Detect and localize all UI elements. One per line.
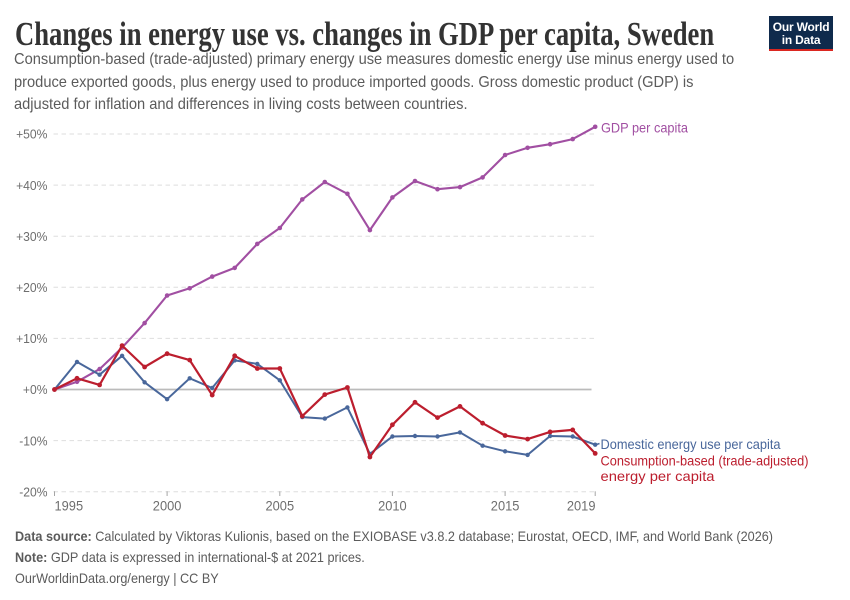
svg-text:+0%: +0%: [23, 382, 48, 397]
svg-text:2019: 2019: [567, 497, 596, 513]
svg-text:2000: 2000: [153, 497, 182, 513]
svg-text:+50%: +50%: [16, 127, 48, 142]
svg-text:-10%: -10%: [19, 433, 48, 448]
svg-text:+20%: +20%: [16, 280, 48, 295]
svg-text:1995: 1995: [55, 497, 84, 513]
svg-text:2005: 2005: [266, 497, 295, 513]
svg-text:Domestic energy use per capita: Domestic energy use per capita: [601, 436, 781, 452]
svg-text:Consumption-based (trade-adjus: Consumption-based (trade-adjusted): [601, 453, 809, 469]
svg-text:+40%: +40%: [16, 178, 48, 193]
svg-text:GDP per capita: GDP per capita: [601, 120, 688, 136]
svg-text:+30%: +30%: [16, 229, 48, 244]
svg-text:2010: 2010: [378, 497, 407, 513]
svg-text:2015: 2015: [491, 497, 520, 513]
svg-text:energy per capita: energy per capita: [601, 468, 715, 484]
svg-text:-20%: -20%: [19, 484, 48, 499]
svg-text:+10%: +10%: [16, 331, 48, 346]
